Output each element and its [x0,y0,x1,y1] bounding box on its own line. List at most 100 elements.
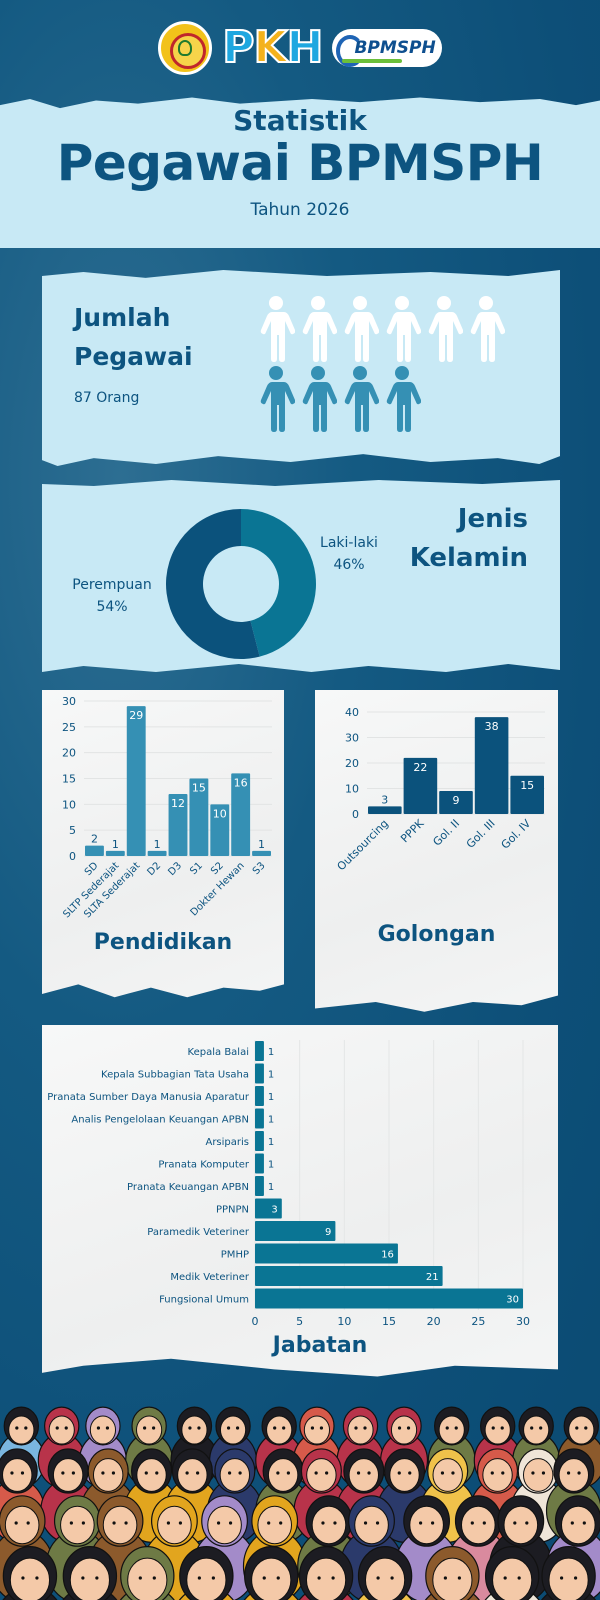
pkh-logo: PKH [221,25,324,71]
y-category-label: Fungsional Umum [159,1295,249,1306]
bar-value-label: 16 [234,776,248,789]
bar [189,778,209,856]
person-eye [35,1576,39,1580]
employee-count-value: 87 Orang [74,390,140,406]
person-eye [584,1426,588,1430]
person-face [409,1505,444,1545]
person-face [364,1557,406,1600]
person-face [92,1458,124,1492]
person-eye [276,1471,280,1475]
bar-value-label: 21 [426,1272,439,1283]
donut-slice-female [166,509,260,659]
person-eye [227,1471,232,1475]
bar [255,1221,336,1241]
bar [231,773,251,856]
y-tick-label: 10 [345,783,359,796]
bar [403,757,438,814]
person-eye [20,1471,25,1475]
person-eye [138,1576,142,1580]
person-face [219,1415,247,1445]
people-row-white [257,295,507,365]
x-tick-label: 25 [471,1315,485,1325]
person-eye [286,1471,290,1475]
bar-value-label: 1 [268,1160,274,1171]
person-eye [105,1426,110,1430]
person-face [558,1458,590,1492]
person-eye [470,1521,474,1525]
y-tick-label: 40 [345,706,359,719]
person-eye [144,1471,148,1475]
person-icon-blue [257,365,296,435]
person-face [548,1557,589,1600]
y-tick-label: 10 [62,798,76,811]
education-panel: 0 5 10 15 20 25 30 2 SD 1 SLTP Sederajat 29 SLTA Sed… [42,690,284,998]
y-category-label: Paramedik Veteriner [147,1227,250,1238]
person-eye [262,1576,266,1580]
bar [105,850,125,856]
person-face [2,1458,33,1492]
female-label: Perempuan 54% [62,574,162,618]
person-eye [152,1426,156,1430]
person-eye [143,1426,147,1430]
person-eye [15,1426,19,1430]
bar-value-label: 9 [453,794,460,807]
person-eye [197,1426,201,1430]
person-eye [500,1426,504,1430]
person-face [181,1415,208,1445]
bar [147,850,167,856]
bar [255,1243,398,1264]
person-eye [363,1426,367,1430]
pkh-letter-k: K [253,22,289,73]
gender-title: Jenis Kelamin [410,500,528,578]
person-eye [226,1426,231,1430]
person-eye [81,1521,85,1525]
person-eye [314,1471,318,1475]
banner-kicker: Statistik [233,104,367,137]
person-eye [333,1521,337,1525]
y-category-label: Kepala Subbagian Tata Usaha [101,1070,249,1081]
x-tick-label: 10 [337,1315,351,1325]
person-eye [21,1576,25,1580]
bar [255,1108,264,1129]
bar-value-label: 16 [381,1250,394,1261]
person-face [432,1557,473,1600]
person-eye [431,1521,435,1525]
person-face [354,1505,389,1545]
y-tick-label: 20 [62,747,76,760]
employee-count-title-line2: Pegawai [74,342,193,371]
person-eye [408,1471,412,1475]
person-eye [375,1521,380,1525]
person-eye [363,1521,368,1525]
person-eye [397,1471,401,1475]
person-icon-white [425,295,464,365]
x-tick-label: Gol. IV [499,817,534,852]
y-tick-label: 25 [62,721,76,734]
person-face [305,1557,347,1600]
person-face [492,1557,533,1600]
y-tick-label: 0 [352,808,359,821]
person-face [306,1458,337,1492]
x-tick-label: 0 [252,1315,259,1325]
bar [255,1153,264,1174]
person-eye [513,1521,517,1525]
person-eye [317,1576,321,1580]
person-eye [310,1426,315,1430]
person-eye [81,1576,85,1580]
y-category-label: Pranata Keuangan APBN [127,1182,249,1193]
x-tick-label: D3 [166,860,184,878]
leaf-icon [178,40,193,56]
employee-crowd-illustration [0,1406,600,1600]
ministry-seal-logo [158,21,213,75]
employee-count-panel: Jumlah Pegawai 87 Orang [42,270,560,467]
person-eye [319,1426,324,1430]
person-eye [101,1471,105,1475]
bar [255,1041,264,1061]
person-eye [530,1426,534,1430]
person-eye [397,1426,402,1430]
gender-title-line2: Kelamin [409,543,528,573]
bar-value-label: 10 [213,807,227,820]
person-face [523,1415,550,1445]
person-eye [96,1426,101,1430]
person-face [60,1505,95,1545]
bar-value-label: 1 [258,838,265,851]
